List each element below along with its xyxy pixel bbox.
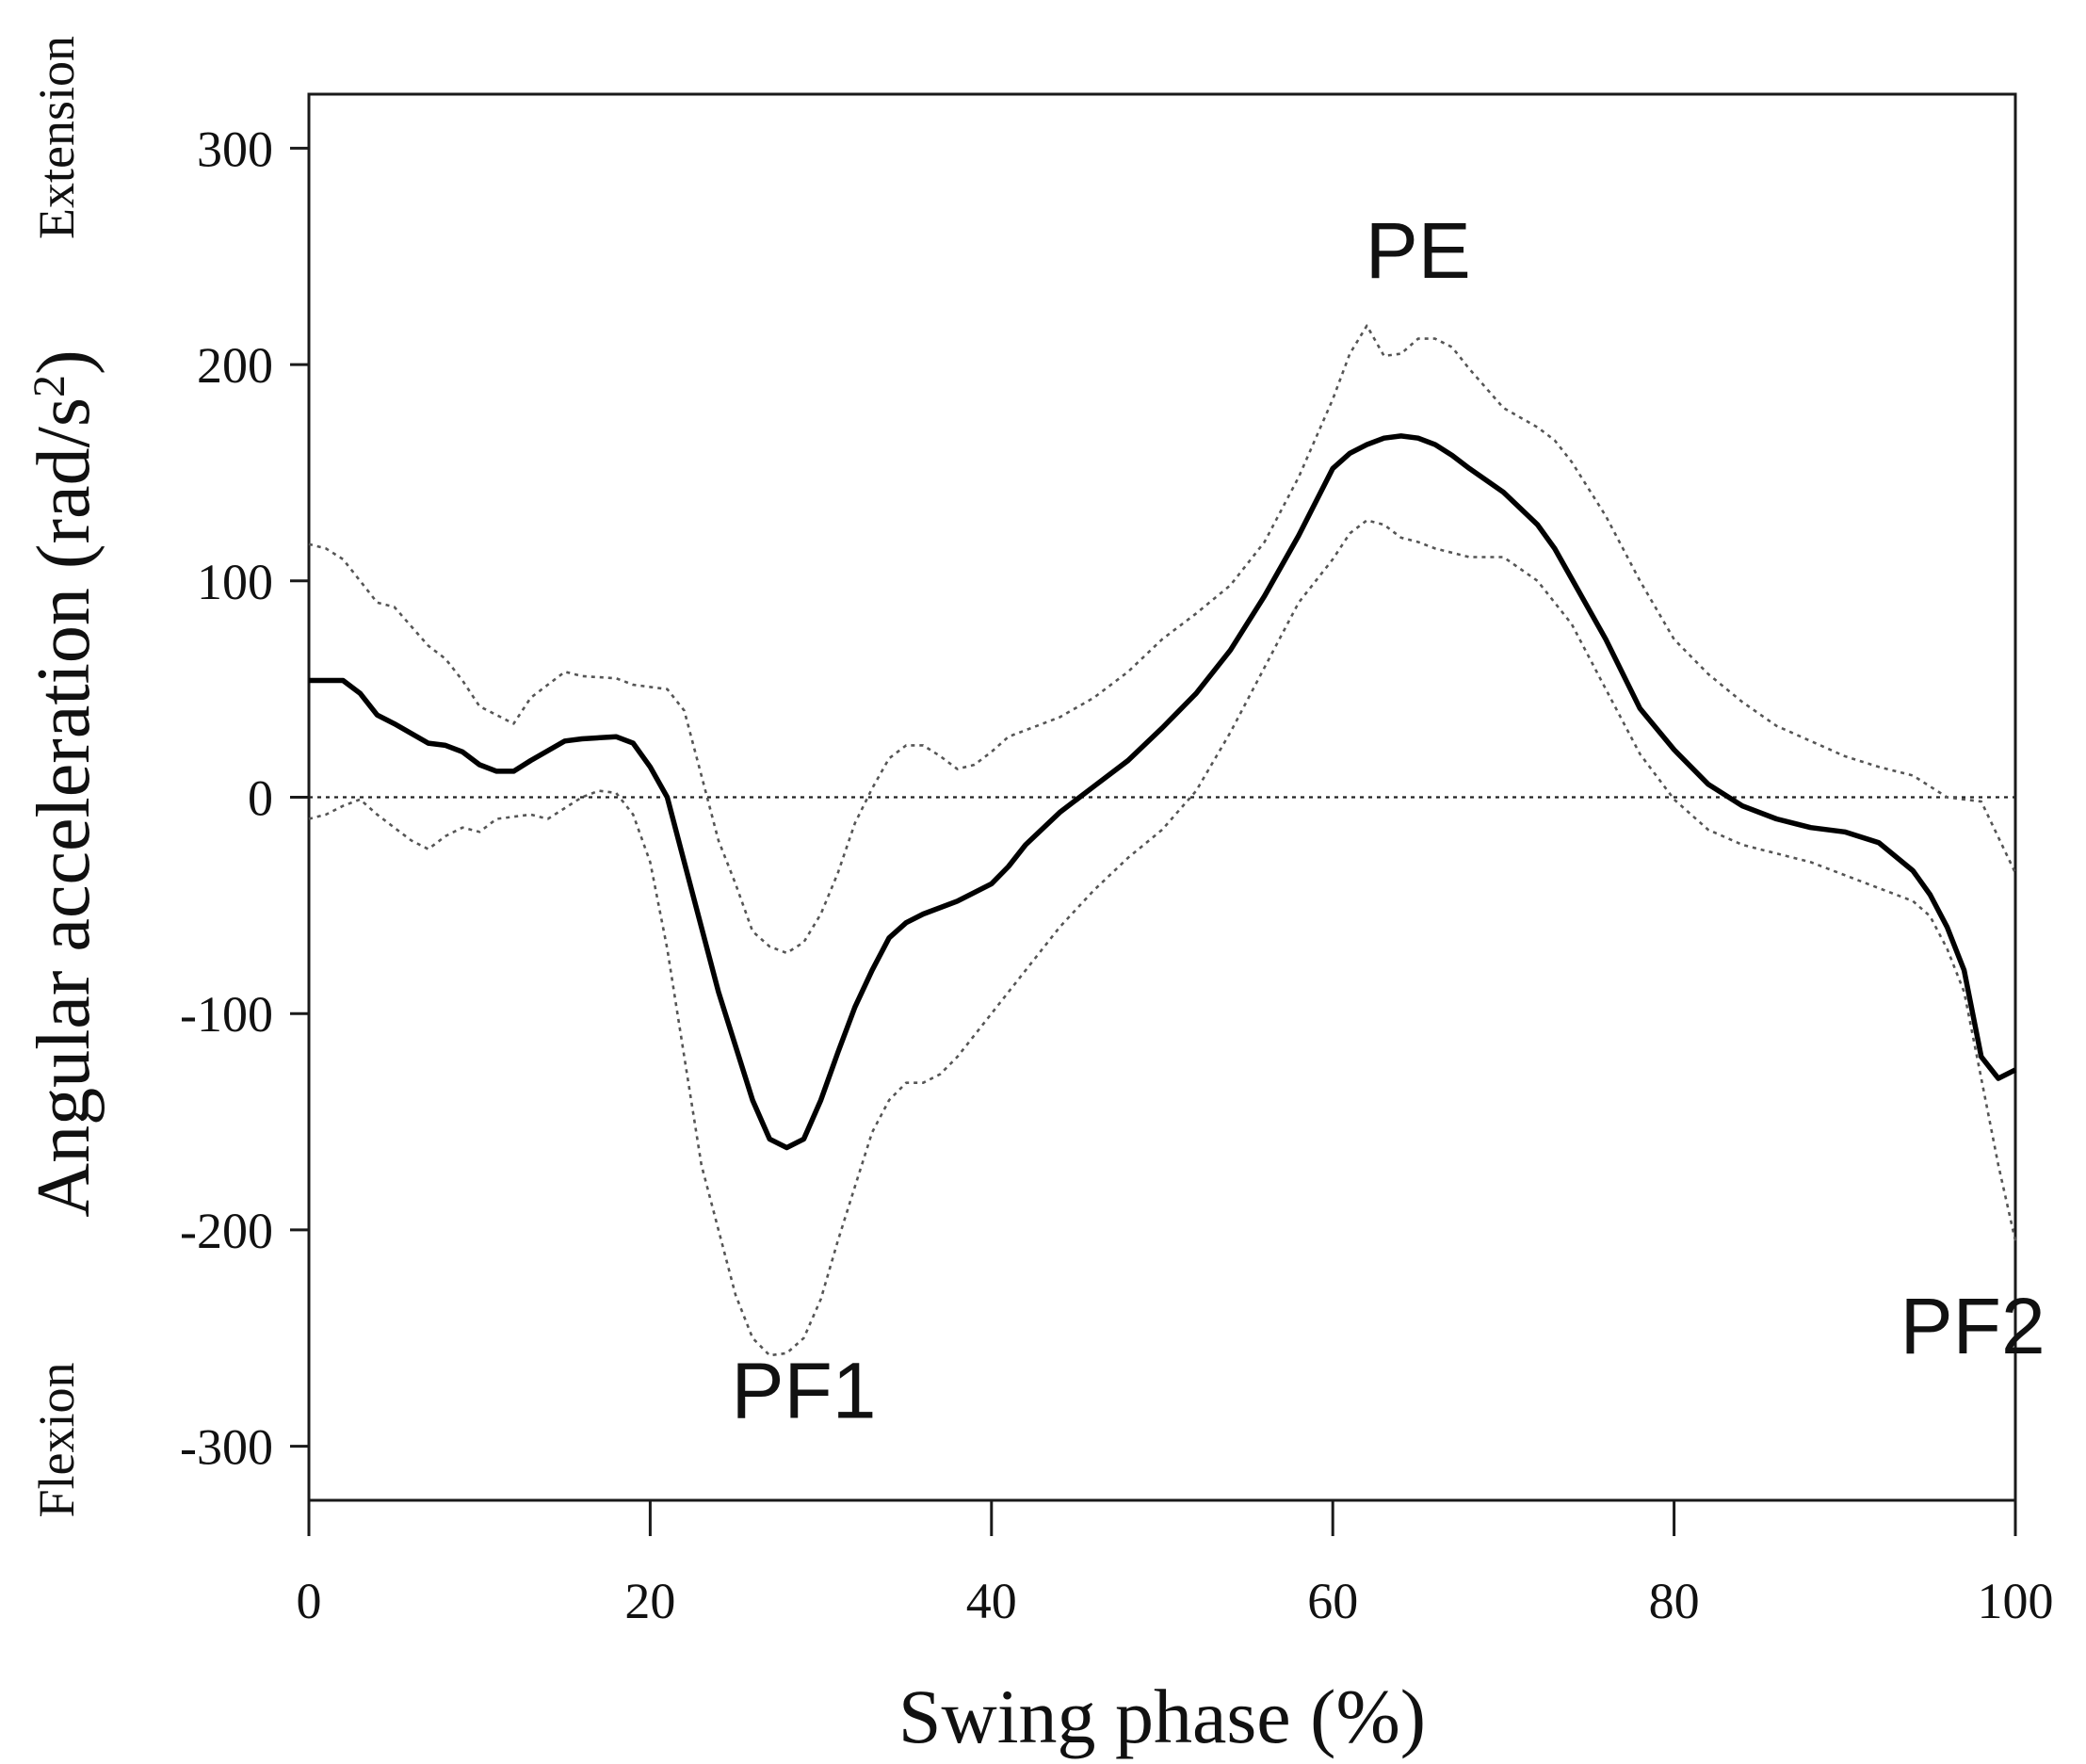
x-tick-label: 40 xyxy=(966,1573,1017,1629)
y-tick-label: -100 xyxy=(180,986,273,1043)
annotation-pf2: PF2 xyxy=(1900,1282,2046,1370)
series-upper-line xyxy=(308,324,2017,955)
x-axis-ticks: 0 20 40 60 80 100 xyxy=(297,1500,2054,1629)
x-tick-label: 20 xyxy=(624,1573,675,1629)
y-tick-label: -300 xyxy=(180,1419,273,1476)
y-tick-label: -200 xyxy=(180,1203,273,1259)
y-axis-label-superscript: 2 xyxy=(24,375,74,397)
x-tick-label: 60 xyxy=(1307,1573,1358,1629)
y-axis-label-main: Angular acceleration (rad/s xyxy=(23,397,105,1218)
y-tick-label: 300 xyxy=(197,121,273,177)
x-axis-label: Swing phase (%) xyxy=(898,1674,1426,1759)
series-mean-line xyxy=(309,433,2017,1151)
y-axis-ticks: 300 200 100 0 -100 -200 -300 xyxy=(180,121,309,1476)
y-axis-label: Angular acceleration (rad/s2) xyxy=(23,349,105,1217)
x-tick-label: 100 xyxy=(1978,1573,2054,1629)
y-tick-label: 200 xyxy=(197,337,273,394)
y-tick-label: 0 xyxy=(248,770,273,827)
annotation-pe: PE xyxy=(1366,206,1471,295)
y-axis-label-close: ) xyxy=(23,349,105,375)
y-direction-flexion: Flexion xyxy=(28,1362,85,1517)
y-tick-label: 100 xyxy=(197,554,273,610)
annotations: PE PF1 PF2 xyxy=(731,206,2045,1434)
x-tick-label: 80 xyxy=(1649,1573,1700,1629)
y-direction-extension: Extension xyxy=(28,36,85,239)
x-tick-label: 0 xyxy=(297,1573,322,1629)
series-group xyxy=(308,324,2017,1357)
annotation-pf1: PF1 xyxy=(731,1347,876,1435)
series-lower-line xyxy=(308,519,2017,1357)
